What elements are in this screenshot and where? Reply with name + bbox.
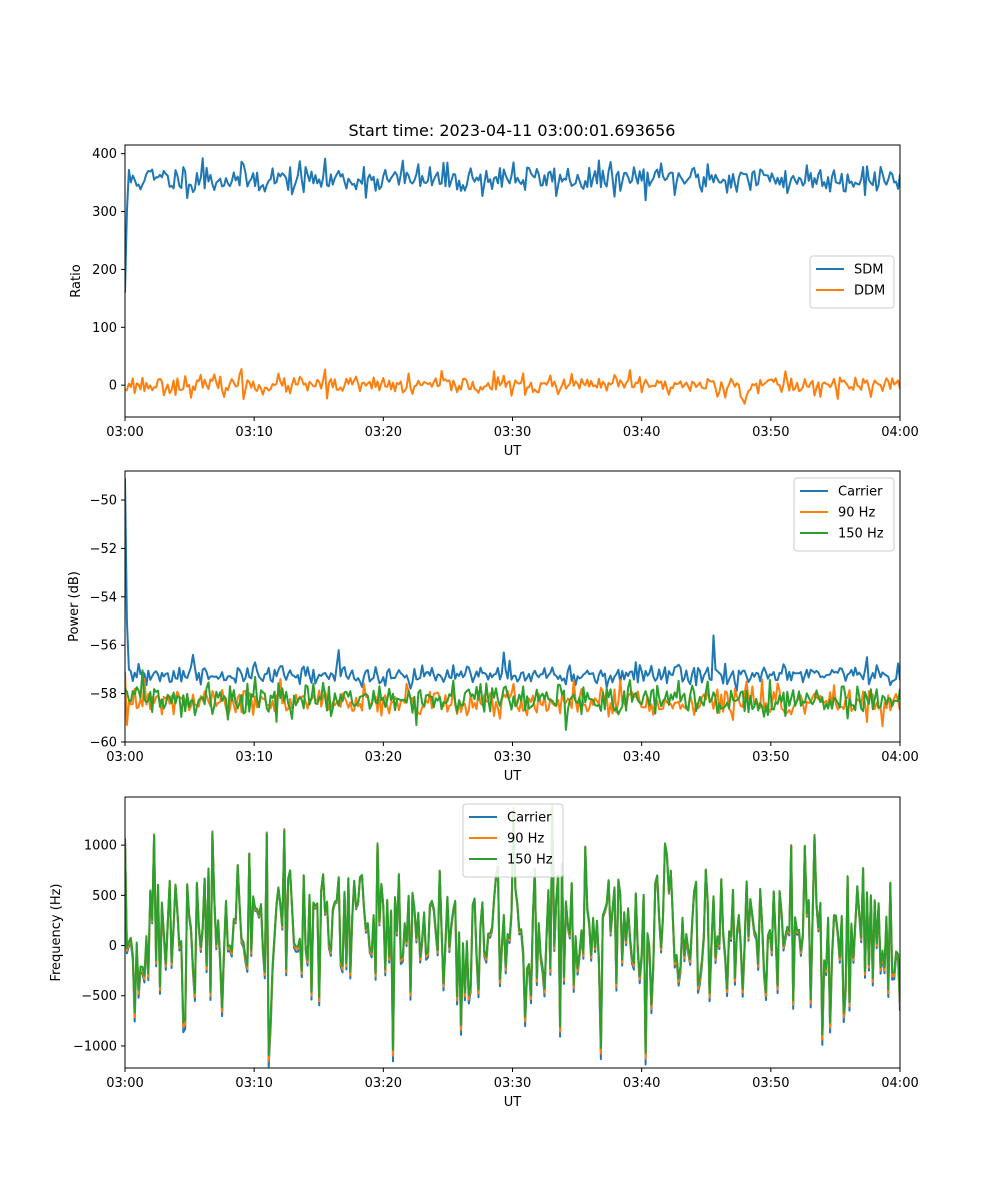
legend-label: 90 Hz bbox=[507, 832, 544, 847]
y-tick-label: −56 bbox=[90, 639, 117, 654]
x-tick-label: 03:30 bbox=[494, 750, 531, 765]
y-tick-label: −54 bbox=[90, 590, 117, 605]
y-tick-label: 400 bbox=[92, 147, 117, 162]
x-tick-label: 03:40 bbox=[623, 750, 660, 765]
legend-label: 150 Hz bbox=[507, 853, 553, 868]
legend-label: Carrier bbox=[507, 811, 552, 826]
y-tick-label: −1000 bbox=[73, 1039, 117, 1054]
series-line-150-hz bbox=[125, 669, 900, 731]
x-tick-label: 03:50 bbox=[752, 1076, 789, 1091]
x-axis-label: UT bbox=[504, 769, 522, 784]
legend-label: DDM bbox=[854, 284, 885, 299]
series-line-90-hz bbox=[125, 671, 900, 728]
y-tick-label: −60 bbox=[90, 736, 117, 751]
x-tick-label: 04:00 bbox=[881, 425, 918, 440]
series-line-sdm bbox=[125, 157, 900, 293]
x-tick-label: 03:10 bbox=[235, 750, 272, 765]
legend-label: 90 Hz bbox=[838, 506, 875, 521]
x-tick-label: 03:10 bbox=[235, 425, 272, 440]
x-axis-label: UT bbox=[504, 1095, 522, 1110]
y-axis-label: Frequency (Hz) bbox=[49, 883, 64, 981]
x-tick-label: 03:40 bbox=[623, 1076, 660, 1091]
y-tick-label: −58 bbox=[90, 687, 117, 702]
x-tick-label: 03:50 bbox=[752, 750, 789, 765]
x-axis-label: UT bbox=[504, 444, 522, 459]
legend: Carrier 90 Hz 150 Hz bbox=[793, 477, 895, 552]
x-tick-label: 03:20 bbox=[365, 750, 402, 765]
chart-panels: 03:00 03:10 03:20 03:30 03:40 03:50 04:00 UT 0 10… bbox=[49, 144, 919, 1110]
series-line-ddm bbox=[125, 368, 900, 405]
y-tick-label: −500 bbox=[81, 989, 117, 1004]
y-axis-label: Power (dB) bbox=[67, 571, 82, 642]
x-tick-label: 03:00 bbox=[106, 425, 143, 440]
x-tick-label: 03:10 bbox=[235, 1076, 272, 1091]
x-tick-label: 03:20 bbox=[365, 1076, 402, 1091]
x-tick-label: 03:40 bbox=[623, 425, 660, 440]
x-tick-label: 04:00 bbox=[881, 1076, 918, 1091]
y-tick-label: −50 bbox=[90, 494, 117, 509]
chart-panel-1: 03:00 03:10 03:20 03:30 03:40 03:50 04:00 UT 0 10… bbox=[69, 144, 919, 459]
legend: Carrier 90 Hz 150 Hz bbox=[462, 803, 564, 878]
chart-panel-2: 03:00 03:10 03:20 03:30 03:40 03:50 04:00 UT −60… bbox=[67, 470, 919, 784]
y-tick-label: 200 bbox=[92, 263, 117, 278]
chart-panel-3: 03:00 03:10 03:20 03:30 03:40 03:50 04:00 UT −10… bbox=[49, 796, 919, 1110]
x-tick-label: 04:00 bbox=[881, 750, 918, 765]
figure-title: Start time: 2023-04-11 03:00:01.693656 bbox=[349, 121, 676, 140]
x-tick-label: 03:30 bbox=[494, 1076, 531, 1091]
x-tick-label: 03:50 bbox=[752, 425, 789, 440]
x-tick-label: 03:20 bbox=[365, 425, 402, 440]
y-tick-label: 0 bbox=[109, 939, 117, 954]
y-tick-label: 0 bbox=[109, 379, 117, 394]
legend-label: SDM bbox=[854, 263, 883, 278]
y-tick-label: 300 bbox=[92, 205, 117, 220]
series-line-carrier bbox=[125, 478, 900, 692]
legend-label: 150 Hz bbox=[838, 527, 884, 542]
x-tick-label: 03:00 bbox=[106, 1076, 143, 1091]
y-tick-label: 500 bbox=[92, 889, 117, 904]
y-tick-label: 1000 bbox=[84, 839, 117, 854]
legend: SDM DDM bbox=[809, 255, 895, 309]
x-tick-label: 03:30 bbox=[494, 425, 531, 440]
legend-label: Carrier bbox=[838, 485, 883, 500]
y-tick-label: −52 bbox=[90, 542, 117, 557]
x-tick-label: 03:00 bbox=[106, 750, 143, 765]
y-axis-label: Ratio bbox=[69, 264, 84, 297]
y-tick-label: 100 bbox=[92, 321, 117, 336]
